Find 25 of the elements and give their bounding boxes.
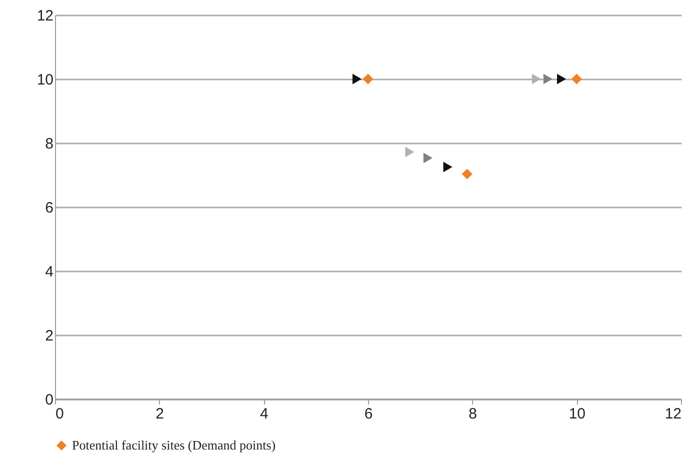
x-tick-label: 10 [568,406,586,422]
point [556,74,566,84]
x-tick-label: 8 [468,406,478,422]
x-tick-label: 12 [664,406,682,422]
point [362,74,374,84]
x-tick-label: 0 [56,406,64,422]
x-tick-label: 2 [156,406,164,422]
point [571,74,582,84]
legend-label: Potential facility sites (Demand points) [72,438,276,452]
point [443,162,452,172]
point [423,152,433,164]
point [462,168,472,180]
y-tick-label: 8 [45,136,54,152]
point [352,74,362,84]
y-tick-label: 10 [36,72,54,88]
x-tick-label: 6 [364,406,373,422]
point [532,74,542,84]
point [543,74,553,84]
x-tick-label: 4 [260,406,268,422]
y-tick-label: 12 [36,8,54,24]
y-tick-label: 0 [45,392,54,408]
y-tick-label: 6 [45,200,54,216]
point [405,146,414,158]
y-tick-label: 4 [45,264,54,280]
y-tick-label: 2 [45,328,54,344]
